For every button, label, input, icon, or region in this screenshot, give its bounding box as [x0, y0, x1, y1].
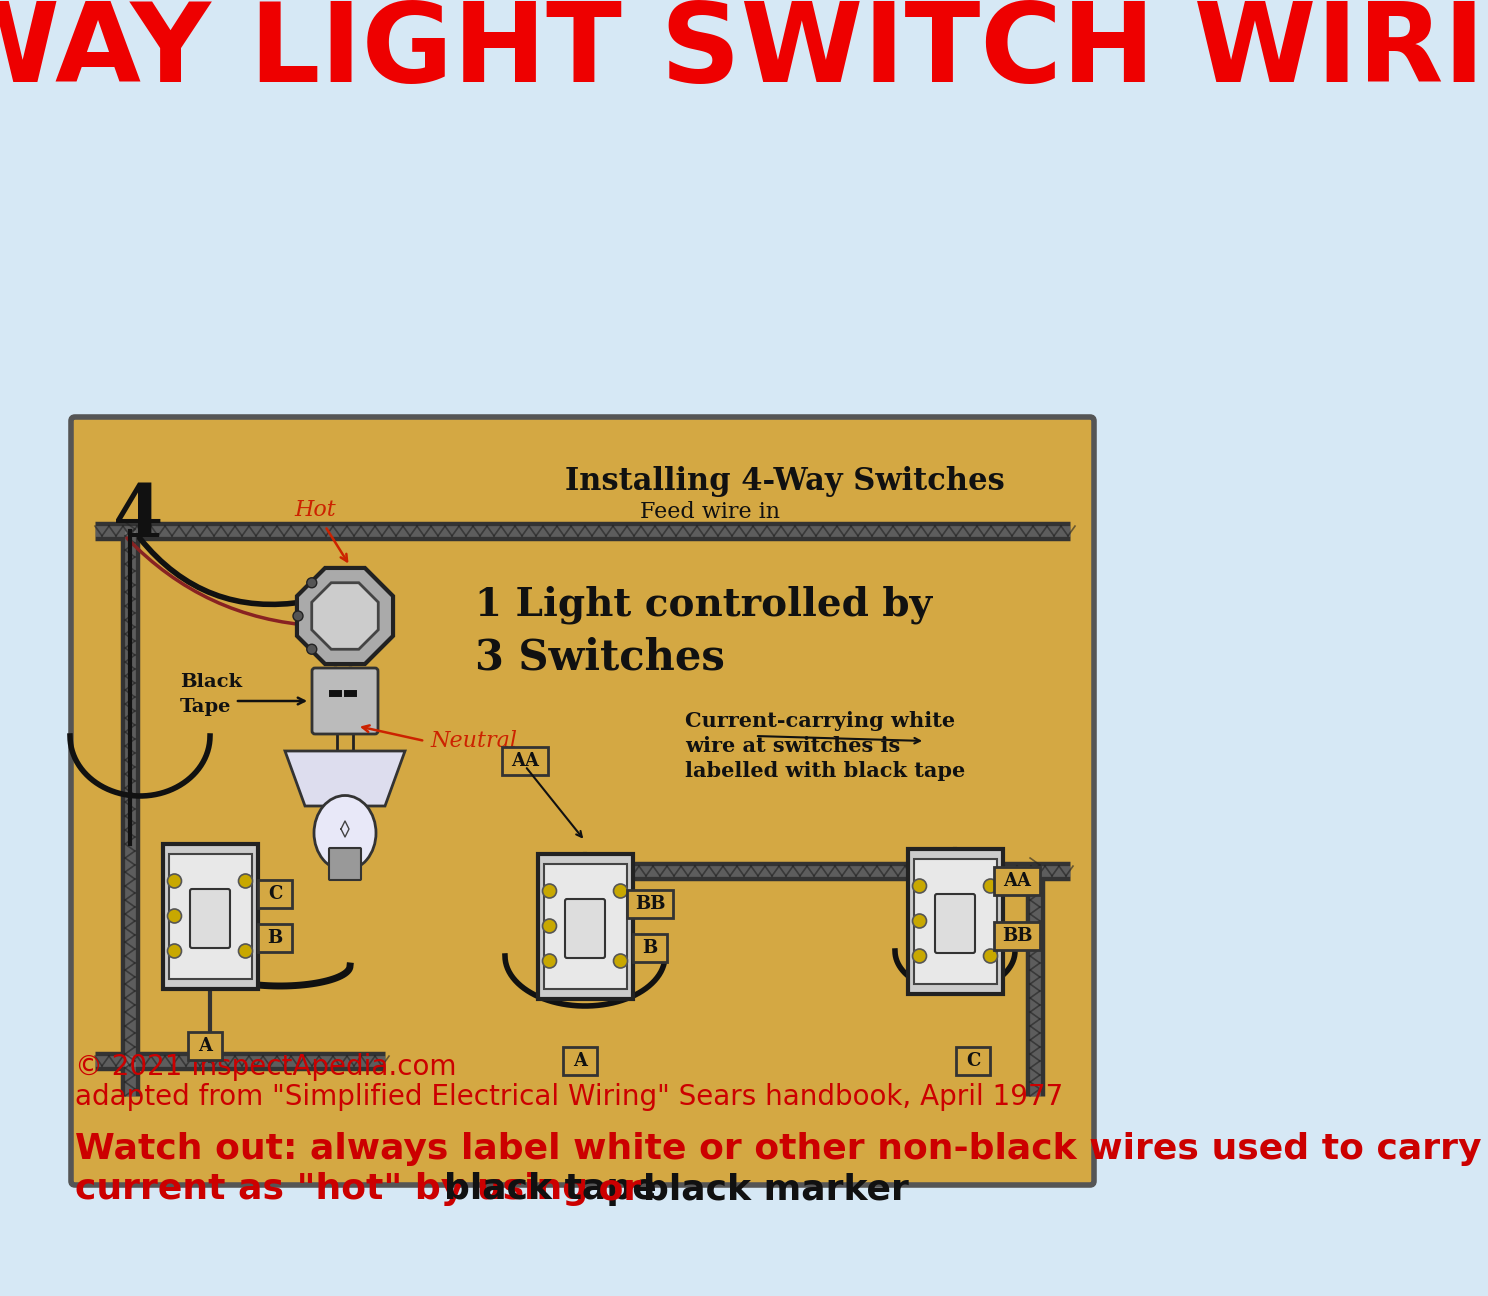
Circle shape — [293, 610, 304, 621]
FancyBboxPatch shape — [162, 844, 257, 989]
Text: labelled with black tape: labelled with black tape — [684, 761, 966, 781]
Circle shape — [912, 914, 927, 928]
Circle shape — [984, 949, 997, 963]
Text: B: B — [643, 940, 658, 956]
Text: adapted from "Simplified Electrical Wiring" Sears handbook, April 1977: adapted from "Simplified Electrical Wiri… — [74, 1083, 1064, 1111]
Text: BB: BB — [635, 896, 665, 912]
Circle shape — [307, 578, 317, 588]
FancyBboxPatch shape — [187, 1032, 222, 1060]
Circle shape — [168, 874, 182, 888]
Text: AA: AA — [1003, 872, 1031, 890]
Text: Feed wire in: Feed wire in — [640, 502, 780, 524]
FancyBboxPatch shape — [257, 924, 292, 953]
Text: Neutral: Neutral — [430, 730, 516, 752]
Text: A: A — [573, 1052, 586, 1070]
Circle shape — [543, 919, 557, 933]
Circle shape — [168, 908, 182, 923]
Text: Tape: Tape — [180, 699, 231, 715]
Text: 1 Light controlled by: 1 Light controlled by — [475, 586, 931, 625]
Text: BB: BB — [1001, 927, 1033, 945]
FancyBboxPatch shape — [543, 863, 626, 989]
Text: Watch out: always label white or other non-black wires used to carry: Watch out: always label white or other n… — [74, 1131, 1482, 1166]
Text: Hot: Hot — [295, 499, 336, 521]
FancyBboxPatch shape — [565, 899, 606, 958]
Text: wire at switches is: wire at switches is — [684, 736, 900, 756]
Text: black tape: black tape — [445, 1172, 656, 1207]
Circle shape — [238, 874, 253, 888]
FancyBboxPatch shape — [994, 867, 1040, 896]
FancyBboxPatch shape — [312, 667, 378, 734]
FancyBboxPatch shape — [71, 417, 1094, 1185]
Text: 4: 4 — [113, 481, 164, 552]
Text: or: or — [586, 1172, 655, 1207]
Circle shape — [613, 884, 628, 898]
Circle shape — [543, 884, 557, 898]
Text: Black: Black — [180, 673, 243, 691]
FancyBboxPatch shape — [626, 890, 673, 918]
FancyBboxPatch shape — [934, 894, 975, 953]
Circle shape — [613, 954, 628, 968]
Text: black marker: black marker — [643, 1172, 909, 1207]
Text: C: C — [268, 885, 283, 903]
Polygon shape — [312, 583, 378, 649]
FancyBboxPatch shape — [562, 1047, 597, 1074]
Polygon shape — [286, 750, 405, 806]
Circle shape — [984, 879, 997, 893]
FancyBboxPatch shape — [257, 880, 292, 908]
Circle shape — [307, 644, 317, 654]
FancyBboxPatch shape — [955, 1047, 990, 1074]
Text: Installing 4-Way Switches: Installing 4-Way Switches — [565, 467, 1004, 496]
FancyBboxPatch shape — [329, 848, 362, 880]
Circle shape — [912, 949, 927, 963]
Text: Current-carrying white: Current-carrying white — [684, 712, 955, 731]
FancyBboxPatch shape — [501, 746, 548, 775]
Polygon shape — [298, 568, 393, 664]
FancyBboxPatch shape — [190, 889, 231, 947]
Text: A: A — [198, 1037, 211, 1055]
FancyBboxPatch shape — [908, 849, 1003, 994]
FancyBboxPatch shape — [168, 854, 251, 978]
Text: 4-WAY LIGHT SWITCH WIRING: 4-WAY LIGHT SWITCH WIRING — [0, 0, 1488, 105]
FancyBboxPatch shape — [994, 921, 1040, 950]
Text: © 2021 InspectApedia.com: © 2021 InspectApedia.com — [74, 1052, 457, 1081]
Text: B: B — [268, 929, 283, 947]
Text: C: C — [966, 1052, 981, 1070]
Circle shape — [543, 954, 557, 968]
Circle shape — [912, 879, 927, 893]
Text: AA: AA — [510, 752, 539, 770]
Text: current as "hot" by using: current as "hot" by using — [74, 1172, 601, 1207]
Circle shape — [238, 943, 253, 958]
FancyBboxPatch shape — [914, 858, 997, 984]
Circle shape — [168, 943, 182, 958]
Text: 3 Switches: 3 Switches — [475, 636, 725, 678]
Ellipse shape — [314, 796, 376, 871]
FancyBboxPatch shape — [537, 854, 632, 998]
FancyBboxPatch shape — [632, 934, 667, 962]
